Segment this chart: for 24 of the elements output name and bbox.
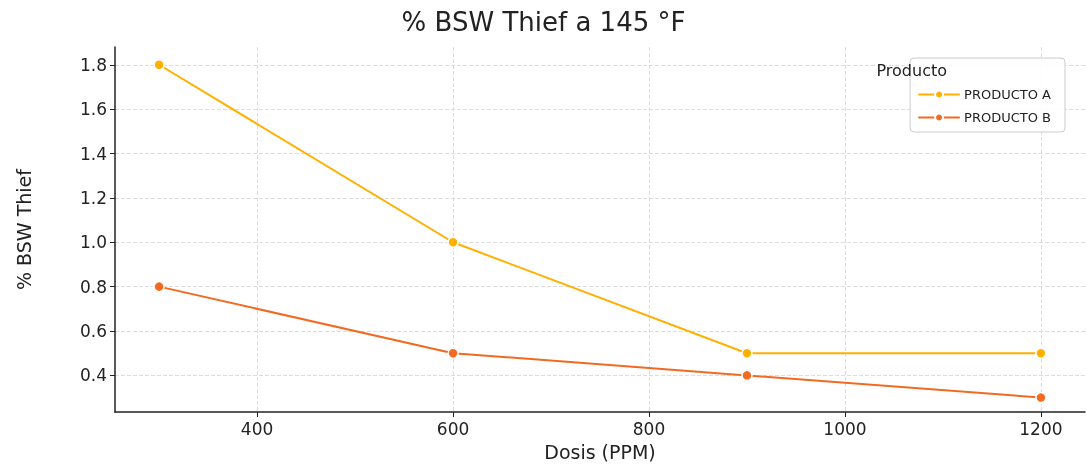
point <box>447 347 459 359</box>
x-tick-label: 1200 <box>1019 418 1063 439</box>
point <box>741 347 753 359</box>
x-tick-label: 800 <box>632 418 666 439</box>
x-tick-label: 600 <box>436 418 470 439</box>
y-tick-label: 0.4 <box>79 365 107 386</box>
y-tick-label: 0.6 <box>79 321 107 342</box>
point <box>447 236 459 249</box>
y-tick-label: 1.0 <box>79 232 107 253</box>
legend-label: PRODUCTO B <box>964 110 1052 125</box>
x-axis-title: Dosis (PPM) <box>544 440 656 463</box>
y-tick-label: 1.4 <box>79 143 107 164</box>
y-axis-title: % BSW Thief <box>12 167 35 290</box>
x-tick-label: 400 <box>240 418 274 439</box>
y-tick-label: 1.6 <box>79 99 107 120</box>
y-tick-label: 0.8 <box>79 276 107 297</box>
legend-title: Producto <box>876 60 948 80</box>
y-tick-label: 1.8 <box>79 54 107 75</box>
legend-label: PRODUCTO A <box>964 87 1052 102</box>
y-tick-label: 1.2 <box>79 187 107 208</box>
point <box>1035 347 1047 359</box>
x-tick-label: 1000 <box>823 418 867 439</box>
chart-title: % BSW Thief a 145 °F <box>401 7 686 37</box>
point <box>1035 391 1047 404</box>
